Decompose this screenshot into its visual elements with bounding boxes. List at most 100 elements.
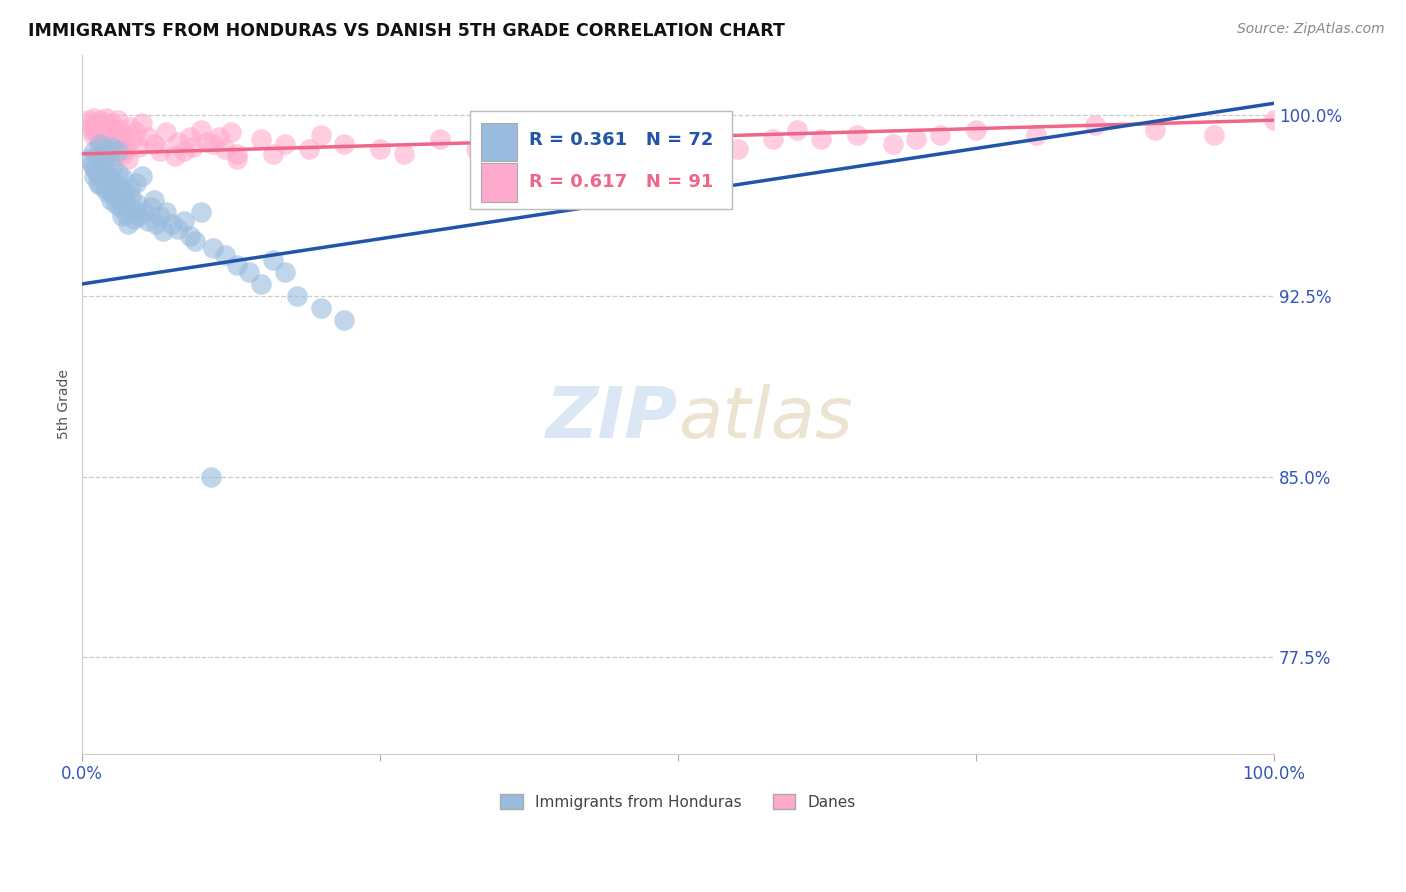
Point bbox=[104, 149, 127, 163]
Point bbox=[149, 210, 172, 224]
Point bbox=[845, 128, 868, 142]
Point bbox=[79, 118, 101, 132]
Point bbox=[127, 197, 149, 211]
Point bbox=[98, 120, 121, 135]
Point bbox=[90, 171, 112, 186]
Point bbox=[89, 159, 111, 173]
Point bbox=[142, 193, 165, 207]
Point bbox=[134, 204, 156, 219]
Point bbox=[93, 132, 115, 146]
Point bbox=[762, 132, 785, 146]
Point bbox=[226, 152, 249, 166]
Point bbox=[274, 137, 297, 152]
Point bbox=[77, 152, 100, 166]
Point bbox=[111, 171, 134, 186]
Point bbox=[131, 169, 153, 183]
Point bbox=[94, 142, 117, 156]
Text: R = 0.361   N = 72: R = 0.361 N = 72 bbox=[529, 131, 713, 149]
Text: IMMIGRANTS FROM HONDURAS VS DANISH 5TH GRADE CORRELATION CHART: IMMIGRANTS FROM HONDURAS VS DANISH 5TH G… bbox=[28, 22, 785, 40]
Point bbox=[131, 115, 153, 129]
Point bbox=[155, 204, 177, 219]
Point bbox=[929, 128, 952, 142]
Point bbox=[238, 265, 260, 279]
Point bbox=[1204, 128, 1226, 142]
Point bbox=[115, 207, 138, 221]
Point bbox=[103, 176, 125, 190]
Point bbox=[89, 123, 111, 137]
Point bbox=[125, 176, 148, 190]
Point bbox=[100, 193, 122, 207]
Point bbox=[96, 186, 118, 200]
Point bbox=[105, 178, 128, 193]
Point bbox=[166, 135, 188, 149]
Point bbox=[93, 137, 115, 152]
Point bbox=[84, 125, 107, 139]
Point bbox=[108, 123, 131, 137]
Point bbox=[488, 137, 510, 152]
Point bbox=[262, 147, 284, 161]
Point bbox=[83, 161, 105, 176]
Point bbox=[548, 128, 571, 142]
Point bbox=[250, 132, 273, 146]
Point bbox=[786, 123, 808, 137]
Point bbox=[114, 137, 136, 152]
Point bbox=[80, 156, 103, 170]
Point bbox=[110, 210, 132, 224]
Point bbox=[333, 313, 356, 327]
Point bbox=[114, 195, 136, 210]
Point bbox=[112, 128, 135, 142]
Point bbox=[179, 228, 201, 243]
Point bbox=[98, 183, 121, 197]
Point bbox=[118, 120, 141, 135]
Point bbox=[197, 135, 219, 149]
Point bbox=[125, 125, 148, 139]
Point bbox=[141, 200, 163, 214]
Point bbox=[97, 130, 120, 145]
Point bbox=[1143, 123, 1166, 137]
Point bbox=[136, 130, 159, 145]
Point bbox=[160, 217, 183, 231]
Point bbox=[110, 137, 132, 152]
Point bbox=[107, 113, 129, 128]
Point bbox=[149, 145, 172, 159]
Point bbox=[86, 149, 108, 163]
Point bbox=[905, 132, 928, 146]
Point bbox=[103, 145, 125, 159]
Point bbox=[142, 137, 165, 152]
Point bbox=[107, 145, 129, 159]
Point bbox=[97, 169, 120, 183]
Point bbox=[464, 142, 486, 156]
Point bbox=[121, 132, 143, 146]
Point bbox=[173, 214, 195, 228]
Point bbox=[965, 123, 987, 137]
Point bbox=[145, 217, 167, 231]
Point bbox=[87, 135, 110, 149]
Point bbox=[173, 145, 195, 159]
Point bbox=[214, 248, 236, 262]
Point bbox=[93, 154, 115, 169]
Point bbox=[368, 142, 391, 156]
Point bbox=[91, 118, 114, 132]
Point bbox=[643, 142, 665, 156]
Point bbox=[115, 142, 138, 156]
Point bbox=[87, 176, 110, 190]
Text: R = 0.617   N = 91: R = 0.617 N = 91 bbox=[529, 173, 713, 191]
Point bbox=[103, 139, 125, 153]
Point bbox=[208, 130, 231, 145]
Point bbox=[666, 137, 689, 152]
Text: Source: ZipAtlas.com: Source: ZipAtlas.com bbox=[1237, 22, 1385, 37]
Point bbox=[82, 128, 104, 142]
Point bbox=[190, 123, 212, 137]
Point bbox=[87, 130, 110, 145]
Point bbox=[429, 132, 451, 146]
Point bbox=[190, 204, 212, 219]
Point bbox=[83, 169, 105, 183]
Point bbox=[727, 142, 749, 156]
Point bbox=[86, 166, 108, 180]
Point bbox=[392, 147, 415, 161]
Point bbox=[94, 173, 117, 187]
Point bbox=[101, 161, 124, 176]
Point bbox=[226, 147, 249, 161]
Point bbox=[1025, 128, 1047, 142]
Point bbox=[583, 132, 606, 146]
